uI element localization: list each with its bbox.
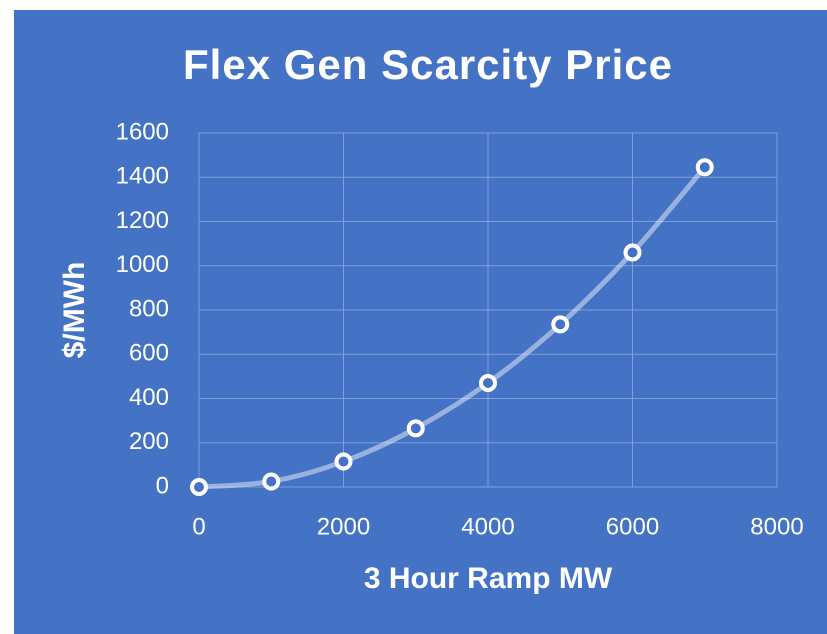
x-axis-label: 3 Hour Ramp MW (364, 562, 613, 595)
y-tick-label: 1200 (116, 207, 169, 234)
data-point (479, 374, 497, 393)
y-tick-label: 800 (129, 295, 169, 322)
data-point (190, 478, 208, 496)
data-point (551, 315, 570, 334)
data-point (334, 452, 353, 471)
x-tick-label: 4000 (461, 513, 514, 540)
data-point (262, 472, 281, 491)
y-tick-label: 400 (129, 384, 169, 411)
x-tick-label: 2000 (317, 513, 370, 540)
y-tick-label: 1400 (116, 163, 169, 190)
y-tick-label: 0 (156, 472, 169, 499)
x-tick-label: 8000 (750, 513, 803, 540)
chart-title: Flex Gen Scarcity Price (183, 41, 673, 88)
chart-background (14, 10, 827, 634)
y-tick-label: 200 (129, 428, 169, 455)
data-point (406, 419, 425, 438)
x-tick-label: 0 (192, 513, 205, 540)
y-tick-label: 1600 (116, 118, 169, 145)
data-point (623, 243, 642, 262)
x-tick-label: 6000 (606, 513, 659, 540)
y-tick-label: 1000 (116, 251, 169, 278)
y-axis-label: $/MWh (58, 262, 91, 359)
data-point (695, 158, 714, 177)
y-tick-label: 600 (129, 340, 169, 367)
